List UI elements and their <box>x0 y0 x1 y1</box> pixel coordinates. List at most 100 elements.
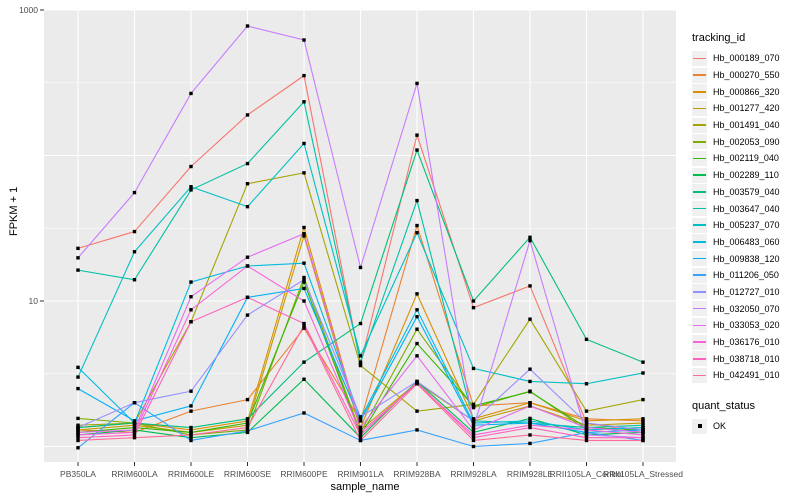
data-point <box>528 433 532 437</box>
data-point <box>528 238 532 243</box>
data-point <box>584 417 589 421</box>
data-point <box>189 430 193 435</box>
data-point <box>132 433 137 437</box>
data-point <box>584 438 589 443</box>
legend-key-swatch <box>692 251 707 267</box>
data-point <box>245 264 250 268</box>
data-point <box>302 275 306 280</box>
legend-key-swatch <box>692 67 707 83</box>
data-point <box>415 341 419 346</box>
data-point <box>584 435 589 440</box>
data-point <box>132 425 137 430</box>
data-point <box>189 433 193 437</box>
data-point <box>641 428 645 432</box>
data-point <box>358 415 363 419</box>
legend-key-swatch <box>692 367 707 383</box>
data-point <box>302 278 306 282</box>
legend-item-label: Hb_032050_070 <box>713 303 780 314</box>
data-point <box>471 419 476 423</box>
data-point <box>358 435 363 440</box>
legend-line-sample <box>693 57 706 60</box>
y-axis-title: FPKM + 1 <box>8 186 20 236</box>
legend-line-sample <box>693 291 706 293</box>
data-point <box>245 421 250 425</box>
quant-status-items: OK <box>692 418 798 435</box>
legend-item-label: Hb_001491_040 <box>713 120 780 131</box>
x-tick-label: RRIM600SE <box>223 469 272 479</box>
data-point <box>245 425 250 430</box>
data-point <box>189 295 193 299</box>
data-point <box>471 438 476 443</box>
legend-line-sample <box>693 124 706 126</box>
legend-item: Hb_000270_550 <box>692 67 798 84</box>
legend-item: Hb_000866_320 <box>692 83 798 100</box>
data-point <box>76 246 80 251</box>
data-point <box>302 261 306 265</box>
legend-item-label: Hb_002053_090 <box>713 136 780 147</box>
x-tick-label: RRIM928LA <box>450 469 497 479</box>
legend-item-label: Hb_009838_120 <box>713 253 780 264</box>
legend-item: Hb_009838_120 <box>692 250 798 267</box>
data-point <box>641 397 645 402</box>
data-point <box>641 425 645 430</box>
data-point <box>132 250 137 254</box>
data-point <box>132 419 137 423</box>
legend-line-sample <box>693 207 706 210</box>
data-point <box>528 425 532 430</box>
legend-item: Hb_003647_040 <box>692 200 798 217</box>
data-point <box>415 292 419 296</box>
data-point <box>245 313 250 317</box>
data-point <box>584 430 589 435</box>
data-point <box>528 404 532 408</box>
data-point <box>528 390 532 394</box>
data-point <box>471 366 476 371</box>
legend-key-swatch <box>692 201 707 217</box>
data-point <box>641 433 645 437</box>
legend-item-label: Hb_000866_320 <box>713 86 780 97</box>
data-point <box>358 354 363 358</box>
data-point <box>415 230 419 235</box>
legend-item-label: Hb_036176_010 <box>713 337 780 348</box>
data-point <box>584 421 589 425</box>
legend-item-label: Hb_038718_010 <box>713 353 780 364</box>
legend-item-label: Hb_011206_050 <box>713 270 779 281</box>
data-point <box>415 223 419 228</box>
legend-key-swatch <box>692 134 707 150</box>
x-tick-label: PB350LA <box>60 469 96 479</box>
legend-key-swatch <box>692 234 707 250</box>
data-point <box>302 323 306 328</box>
data-point <box>584 425 589 430</box>
data-point <box>189 320 193 324</box>
black-square-point-icon <box>697 424 702 429</box>
data-point <box>189 404 193 408</box>
data-point <box>189 435 193 440</box>
legend-line-sample <box>693 341 706 343</box>
x-tick-label: RRII105LA_Stressed <box>603 469 683 479</box>
data-point <box>471 433 476 437</box>
data-point <box>189 185 193 189</box>
data-point <box>302 141 306 146</box>
legend-line-sample <box>693 191 706 193</box>
data-point <box>471 444 476 449</box>
quant-status-key-swatch <box>692 418 707 434</box>
legend-item: Hb_001491_040 <box>692 117 798 134</box>
data-point <box>641 438 645 443</box>
data-point <box>302 321 306 326</box>
data-point <box>471 404 476 408</box>
data-point <box>471 425 476 430</box>
legend-item-label: Hb_033053_020 <box>713 320 780 331</box>
legend-line-sample <box>693 74 706 76</box>
legend-item: Hb_042491_010 <box>692 367 798 384</box>
legend-item: Hb_032050_070 <box>692 300 798 317</box>
data-point <box>189 389 193 393</box>
data-point <box>471 428 476 432</box>
data-point <box>76 435 80 440</box>
legend-line-sample <box>693 374 706 377</box>
data-point <box>245 417 250 421</box>
data-point <box>528 284 532 288</box>
data-point <box>132 435 137 440</box>
data-point <box>641 419 645 423</box>
data-point <box>415 81 419 86</box>
quant-status-legend: quant_status OK <box>692 400 798 435</box>
